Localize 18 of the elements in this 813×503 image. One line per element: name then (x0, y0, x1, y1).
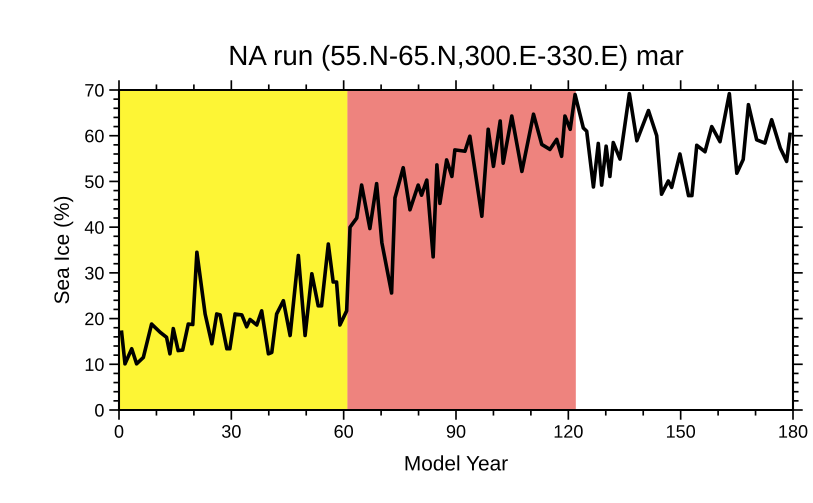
x-tick-label: 150 (666, 425, 696, 438)
x-tick-label: 180 (779, 425, 808, 438)
x-axis-title: Model Year (406, 455, 508, 471)
chart-title: NA run (55.N-65.N,300.E-330.E) mar (230, 44, 684, 71)
x-tick-label: 30 (222, 425, 241, 438)
x-tick-label: 90 (446, 425, 466, 438)
y-tick-label: 0 (95, 404, 104, 417)
y-axis-title: Sea Ice (%) (54, 196, 74, 304)
x-tick-label: 60 (334, 425, 354, 438)
x-tick-label: 0 (114, 425, 124, 438)
y-tick-label: 20 (85, 312, 104, 326)
y-tick-label: 50 (85, 175, 104, 188)
y-tick-label: 40 (84, 221, 104, 234)
y-tick-label: 10 (86, 358, 104, 372)
y-tick-label: 30 (85, 266, 104, 280)
y-tick-label: 60 (85, 130, 104, 142)
x-tick-label: 120 (554, 425, 583, 438)
y-tick-label: 70 (85, 84, 104, 97)
